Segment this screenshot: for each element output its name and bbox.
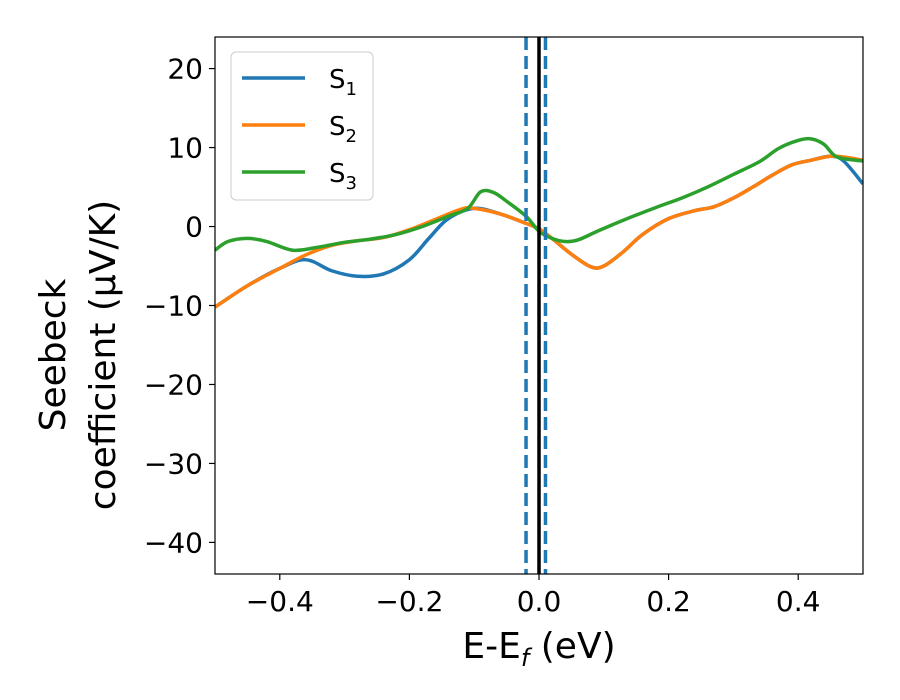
x-axis-title: E-Ef (eV) [462, 626, 615, 672]
y-axis-title: Seebeck coefficient (μV/K) [33, 200, 124, 510]
x-tick-label: 0.0 [517, 585, 562, 618]
reference-lines [524, 37, 548, 574]
legend-label-2: S2 [329, 112, 357, 147]
legend-label-3: S3 [329, 159, 357, 194]
x-axis-title-tail: (eV) [529, 626, 615, 667]
y-tick-label: −40 [144, 526, 203, 559]
y-tick-label: 10 [167, 132, 203, 165]
x-tick-label: −0.2 [375, 585, 443, 618]
x-tick-label: 0.4 [776, 585, 821, 618]
y-tick-label: −30 [144, 447, 203, 480]
y-tick-label: −10 [144, 290, 203, 323]
x-tick-label: −0.4 [246, 585, 314, 618]
y-axis-title-line2: coefficient (μV/K) [83, 200, 124, 510]
x-axis-ticks: −0.4 −0.2 0.0 0.2 0.4 [246, 574, 821, 618]
x-axis-title-main: E-E [462, 626, 520, 667]
y-tick-label: 0 [185, 211, 203, 244]
y-tick-label: 20 [167, 53, 203, 86]
legend-label-1: S1 [329, 65, 357, 100]
y-axis-ticks: 20 10 0 −10 −20 −30 −40 [144, 53, 215, 559]
x-tick-label: 0.2 [646, 585, 691, 618]
y-tick-label: −20 [144, 368, 203, 401]
legend: S1 S2 S3 [230, 51, 374, 201]
y-axis-title-line1: Seebeck [33, 278, 74, 431]
